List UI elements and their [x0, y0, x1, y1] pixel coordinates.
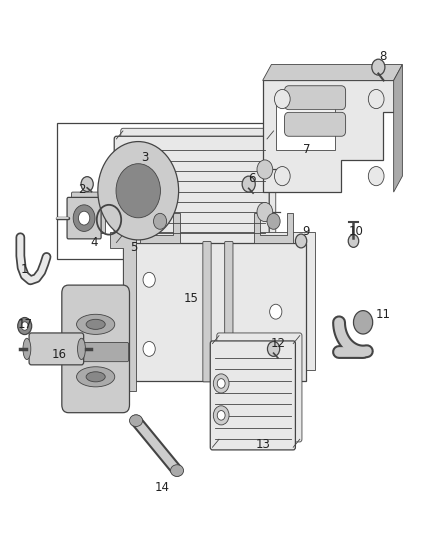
Circle shape [268, 342, 280, 357]
Text: 13: 13 [255, 438, 270, 451]
Circle shape [213, 406, 229, 425]
Text: 9: 9 [303, 225, 310, 238]
Circle shape [213, 374, 229, 393]
Ellipse shape [77, 314, 115, 334]
Polygon shape [263, 80, 394, 192]
Circle shape [270, 304, 282, 319]
Polygon shape [132, 232, 315, 370]
Polygon shape [141, 213, 180, 243]
FancyBboxPatch shape [121, 128, 276, 237]
FancyBboxPatch shape [67, 197, 101, 239]
FancyBboxPatch shape [63, 343, 129, 362]
Polygon shape [254, 213, 293, 243]
Circle shape [353, 311, 373, 334]
Text: 12: 12 [270, 337, 286, 350]
Text: 4: 4 [91, 236, 98, 249]
FancyBboxPatch shape [71, 192, 106, 233]
FancyBboxPatch shape [62, 285, 130, 413]
Text: 5: 5 [130, 241, 138, 254]
Text: 8: 8 [379, 50, 386, 63]
Ellipse shape [86, 319, 105, 329]
Polygon shape [123, 243, 306, 381]
Circle shape [257, 203, 273, 222]
Text: 17: 17 [17, 319, 32, 332]
FancyBboxPatch shape [225, 241, 233, 382]
Circle shape [98, 142, 179, 240]
Circle shape [257, 160, 273, 179]
Circle shape [368, 90, 384, 109]
Circle shape [217, 410, 225, 420]
Polygon shape [263, 64, 403, 80]
Circle shape [18, 318, 32, 335]
FancyBboxPatch shape [203, 241, 211, 382]
Text: 10: 10 [349, 225, 364, 238]
Circle shape [21, 322, 28, 330]
Text: 16: 16 [52, 348, 67, 361]
FancyBboxPatch shape [285, 86, 346, 110]
Ellipse shape [170, 465, 184, 477]
Circle shape [153, 213, 166, 229]
Ellipse shape [77, 367, 115, 387]
Text: 3: 3 [141, 151, 148, 164]
Circle shape [73, 205, 95, 231]
Text: 11: 11 [375, 308, 390, 321]
Ellipse shape [86, 372, 105, 382]
Ellipse shape [78, 338, 85, 360]
FancyBboxPatch shape [217, 333, 302, 442]
Circle shape [143, 342, 155, 357]
Polygon shape [394, 64, 403, 192]
Text: 6: 6 [248, 172, 255, 185]
Circle shape [116, 164, 160, 218]
FancyBboxPatch shape [210, 341, 295, 450]
Circle shape [143, 272, 155, 287]
Circle shape [348, 235, 359, 247]
Circle shape [242, 176, 255, 192]
Polygon shape [110, 232, 136, 391]
FancyBboxPatch shape [285, 112, 346, 136]
Text: 15: 15 [183, 292, 198, 305]
Circle shape [368, 166, 384, 185]
Text: 1: 1 [21, 263, 28, 276]
Text: 14: 14 [155, 481, 170, 494]
Text: 7: 7 [303, 143, 310, 156]
Circle shape [275, 90, 290, 109]
Circle shape [78, 211, 90, 225]
Text: 2: 2 [78, 183, 85, 196]
Circle shape [217, 378, 225, 388]
Circle shape [81, 176, 93, 191]
FancyBboxPatch shape [114, 136, 269, 245]
Circle shape [267, 213, 280, 229]
Circle shape [372, 59, 385, 75]
Circle shape [275, 166, 290, 185]
Circle shape [295, 234, 307, 248]
Ellipse shape [130, 415, 143, 426]
Ellipse shape [23, 338, 31, 360]
Polygon shape [276, 102, 335, 150]
FancyBboxPatch shape [29, 333, 84, 365]
